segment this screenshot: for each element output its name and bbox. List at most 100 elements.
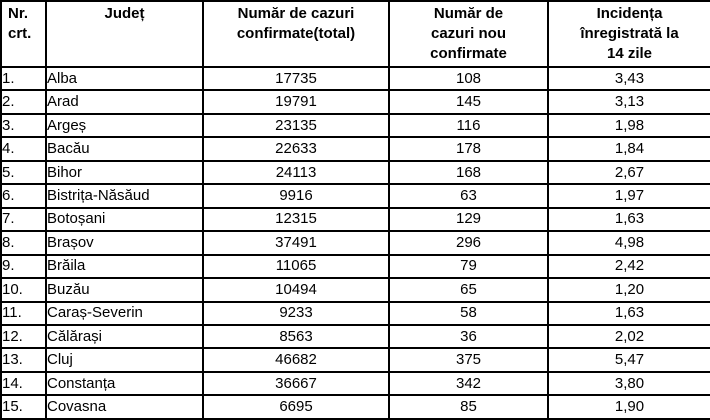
header-row-number: Nr. crt.: [0, 0, 47, 68]
total-cases-cell: 9916: [202, 183, 390, 209]
table-row: 1. Alba 17735 108 3,43: [0, 65, 710, 92]
header-new-cases: Număr de cazuri nou confirmate: [388, 0, 549, 68]
county-cell: Bihor: [45, 159, 204, 186]
total-cases-cell: 36667: [202, 370, 390, 397]
table-row: 6. Bistrița-Năsăud 9916 63 1,97: [0, 183, 710, 209]
new-cases-cell: 63: [388, 183, 549, 209]
table-row: 15. Covasna 6695 85 1,90: [0, 394, 710, 420]
row-number-cell: 9.: [0, 253, 47, 280]
total-cases-cell: 10494: [202, 277, 390, 303]
total-cases-cell: 8563: [202, 323, 390, 350]
incidence-cell: 1,63: [547, 300, 710, 327]
new-cases-cell: 375: [388, 347, 549, 373]
row-number-cell: 12.: [0, 323, 47, 350]
table-row: 7. Botoșani 12315 129 1,63: [0, 206, 710, 233]
new-cases-cell: 58: [388, 300, 549, 327]
header-total-cases: Număr de cazuri confirmate(total): [202, 0, 390, 68]
county-cell: Constanța: [45, 370, 204, 397]
incidence-cell: 3,80: [547, 370, 710, 397]
county-cell: Caraș-Severin: [45, 300, 204, 327]
incidence-cell: 5,47: [547, 347, 710, 373]
county-cell: Brăila: [45, 253, 204, 280]
table-header: Nr. crt. Județ Număr de cazuri confirmat…: [0, 0, 710, 68]
county-cell: Argeș: [45, 112, 204, 139]
table-row: 14. Constanța 36667 342 3,80: [0, 370, 710, 397]
new-cases-cell: 178: [388, 136, 549, 162]
row-number-cell: 3.: [0, 112, 47, 139]
new-cases-cell: 296: [388, 230, 549, 256]
total-cases-cell: 37491: [202, 230, 390, 256]
row-number-cell: 14.: [0, 370, 47, 397]
incidence-cell: 2,67: [547, 159, 710, 186]
incidence-cell: 1,90: [547, 394, 710, 420]
new-cases-cell: 85: [388, 394, 549, 420]
incidence-cell: 1,97: [547, 183, 710, 209]
county-cell: Cluj: [45, 347, 204, 373]
row-number-cell: 13.: [0, 347, 47, 373]
table-row: 5. Bihor 24113 168 2,67: [0, 159, 710, 186]
total-cases-cell: 17735: [202, 65, 390, 92]
total-cases-cell: 24113: [202, 159, 390, 186]
new-cases-cell: 342: [388, 370, 549, 397]
row-number-cell: 2.: [0, 89, 47, 115]
incidence-cell: 3,13: [547, 89, 710, 115]
table-row: 12. Călărași 8563 36 2,02: [0, 323, 710, 350]
incidence-cell: 1,98: [547, 112, 710, 139]
row-number-cell: 10.: [0, 277, 47, 303]
header-county: Județ: [45, 0, 204, 68]
row-number-cell: 6.: [0, 183, 47, 209]
table-row: 3. Argeș 23135 116 1,98: [0, 112, 710, 139]
table-row: 4. Bacău 22633 178 1,84: [0, 136, 710, 162]
row-number-cell: 11.: [0, 300, 47, 327]
table-row: 2. Arad 19791 145 3,13: [0, 89, 710, 115]
new-cases-cell: 79: [388, 253, 549, 280]
row-number-cell: 5.: [0, 159, 47, 186]
table-row: 11. Caraș-Severin 9233 58 1,63: [0, 300, 710, 327]
table-row: 13. Cluj 46682 375 5,47: [0, 347, 710, 373]
row-number-cell: 1.: [0, 65, 47, 92]
new-cases-cell: 168: [388, 159, 549, 186]
incidence-cell: 1,63: [547, 206, 710, 233]
total-cases-cell: 11065: [202, 253, 390, 280]
table-row: 9. Brăila 11065 79 2,42: [0, 253, 710, 280]
county-cell: Arad: [45, 89, 204, 115]
new-cases-cell: 129: [388, 206, 549, 233]
new-cases-cell: 36: [388, 323, 549, 350]
county-cell: Bacău: [45, 136, 204, 162]
incidence-cell: 4,98: [547, 230, 710, 256]
incidence-cell: 2,42: [547, 253, 710, 280]
incidence-cell: 1,84: [547, 136, 710, 162]
county-cell: Alba: [45, 65, 204, 92]
county-cell: Covasna: [45, 394, 204, 420]
total-cases-cell: 46682: [202, 347, 390, 373]
new-cases-cell: 65: [388, 277, 549, 303]
total-cases-cell: 9233: [202, 300, 390, 327]
county-cell: Brașov: [45, 230, 204, 256]
new-cases-cell: 108: [388, 65, 549, 92]
new-cases-cell: 116: [388, 112, 549, 139]
county-cell: Buzău: [45, 277, 204, 303]
row-number-cell: 8.: [0, 230, 47, 256]
table-row: 10. Buzău 10494 65 1,20: [0, 277, 710, 303]
county-cell: Botoșani: [45, 206, 204, 233]
row-number-cell: 7.: [0, 206, 47, 233]
new-cases-cell: 145: [388, 89, 549, 115]
incidence-cell: 1,20: [547, 277, 710, 303]
incidence-cell: 2,02: [547, 323, 710, 350]
row-number-cell: 15.: [0, 394, 47, 420]
total-cases-cell: 19791: [202, 89, 390, 115]
total-cases-cell: 6695: [202, 394, 390, 420]
total-cases-cell: 22633: [202, 136, 390, 162]
county-cell: Bistrița-Năsăud: [45, 183, 204, 209]
incidence-cell: 3,43: [547, 65, 710, 92]
total-cases-cell: 12315: [202, 206, 390, 233]
table-row: 8. Brașov 37491 296 4,98: [0, 230, 710, 256]
header-incidence-14day: Incidența înregistrată la 14 zile: [547, 0, 710, 68]
row-number-cell: 4.: [0, 136, 47, 162]
table-body: 1. Alba 17735 108 3,43 2. Arad 19791 145 3,13 3. Ar…: [0, 65, 710, 420]
total-cases-cell: 23135: [202, 112, 390, 139]
county-cell: Călărași: [45, 323, 204, 350]
table-header-row: Nr. crt. Județ Număr de cazuri confirmat…: [0, 0, 710, 68]
